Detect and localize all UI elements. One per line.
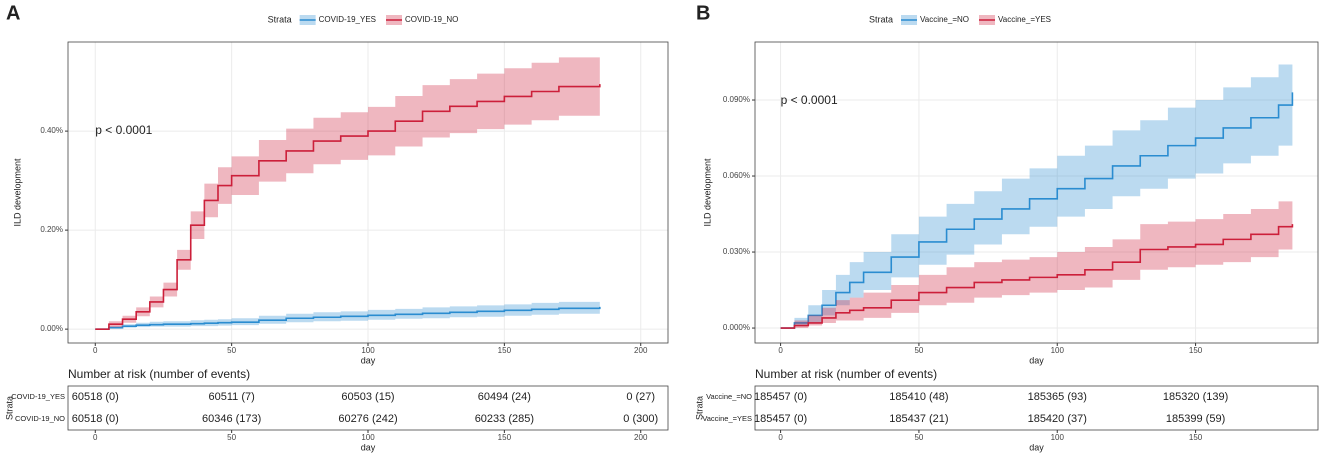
legend: Strata Vaccine_=NO Vaccine_=YES bbox=[869, 14, 1051, 25]
y-tick-label: 0.40% bbox=[40, 126, 63, 135]
confidence-band bbox=[780, 56, 1293, 329]
risk-x-tick-label: 50 bbox=[227, 433, 236, 442]
risk-x-tick-label: 50 bbox=[914, 433, 923, 442]
curve bbox=[95, 306, 601, 330]
risk-table-box bbox=[754, 385, 1319, 431]
legend-title: Strata bbox=[268, 14, 292, 24]
x-tick-label: 0 bbox=[93, 346, 98, 355]
legend-label: Vaccine_=YES bbox=[998, 15, 1051, 24]
risk-cell: 185410 (48) bbox=[889, 391, 948, 403]
y-tick-label: 0.030% bbox=[723, 247, 750, 256]
legend-key-band bbox=[299, 15, 316, 25]
x-tick-label: 50 bbox=[914, 346, 923, 355]
risk-x-tick-label: 150 bbox=[498, 433, 512, 442]
risk-cell: 185320 (139) bbox=[1163, 391, 1228, 403]
risk-row-label: Vaccine_=NO bbox=[706, 392, 752, 401]
y-tick-label: 0.000% bbox=[723, 323, 750, 332]
risk-x-tick-label: 200 bbox=[634, 433, 648, 442]
plot-border bbox=[754, 41, 1319, 344]
confidence-band bbox=[780, 198, 1293, 329]
x-tick-label: 0 bbox=[778, 346, 783, 355]
risk-cell: 60494 (24) bbox=[478, 391, 531, 403]
risk-x-tick-label: 150 bbox=[1189, 433, 1203, 442]
legend-title: Strata bbox=[869, 14, 893, 24]
risk-y-axis-title: Strata bbox=[4, 396, 14, 420]
x-axis-title: day bbox=[1029, 355, 1044, 365]
plot-border bbox=[67, 41, 669, 344]
legend-key-band bbox=[979, 15, 996, 25]
legend-label: Vaccine_=NO bbox=[920, 15, 969, 24]
risk-cell: 60346 (173) bbox=[202, 413, 261, 425]
x-axis-title: day bbox=[361, 355, 376, 365]
x-tick-label: 50 bbox=[227, 346, 236, 355]
y-tick-label: 0.00% bbox=[40, 324, 63, 333]
annotation: p < 0.0001 bbox=[95, 123, 152, 137]
risk-cell: 185457 (0) bbox=[754, 391, 807, 403]
risk-cell: 60276 (242) bbox=[338, 413, 397, 425]
curve bbox=[780, 224, 1294, 329]
risk-x-tick-label: 100 bbox=[361, 433, 375, 442]
legend-key-band bbox=[386, 15, 403, 25]
y-tick-label: 0.20% bbox=[40, 225, 63, 234]
risk-x-tick-label: 100 bbox=[1051, 433, 1065, 442]
risk-y-axis-title: Strata bbox=[694, 396, 704, 420]
legend-key-band bbox=[901, 15, 918, 25]
legend-label: COVID-19_NO bbox=[405, 15, 458, 24]
curve bbox=[780, 92, 1294, 329]
risk-cell: 60503 (15) bbox=[341, 391, 394, 403]
risk-cell: 185457 (0) bbox=[754, 413, 807, 425]
risk-row-label: COVID-19_NO bbox=[15, 414, 65, 423]
risk-x-tick-label: 0 bbox=[93, 433, 98, 442]
y-axis-title: ILD development bbox=[702, 158, 712, 227]
y-axis-title: ILD development bbox=[12, 158, 22, 227]
risk-x-axis-title: day bbox=[361, 442, 376, 452]
risk-x-tick-label: 0 bbox=[778, 433, 783, 442]
risk-cell: 60233 (285) bbox=[475, 413, 534, 425]
panel-label: B bbox=[696, 2, 710, 24]
annotation: p < 0.0001 bbox=[781, 93, 838, 107]
y-tick-label: 0.090% bbox=[723, 95, 750, 104]
risk-cell: 185437 (21) bbox=[889, 413, 948, 425]
risk-cell: 60518 (0) bbox=[72, 391, 119, 403]
panel-label: A bbox=[6, 2, 20, 24]
risk-cell: 0 (27) bbox=[626, 391, 655, 403]
risk-row-label: COVID-19_YES bbox=[11, 392, 65, 401]
legend: Strata COVID-19_YES COVID-19_NO bbox=[268, 14, 458, 25]
risk-x-axis-title: day bbox=[1029, 442, 1044, 452]
curve bbox=[95, 84, 601, 330]
risk-cell: 185399 (59) bbox=[1166, 413, 1225, 425]
risk-table-title: Number at risk (number of events) bbox=[755, 367, 937, 381]
x-tick-label: 200 bbox=[634, 346, 648, 355]
risk-table-title: Number at risk (number of events) bbox=[68, 367, 250, 381]
x-tick-label: 100 bbox=[361, 346, 375, 355]
legend-label: COVID-19_YES bbox=[319, 15, 376, 24]
x-tick-label: 150 bbox=[498, 346, 512, 355]
risk-cell: 185420 (37) bbox=[1028, 413, 1087, 425]
x-tick-label: 150 bbox=[1189, 346, 1203, 355]
risk-cell: 0 (300) bbox=[623, 413, 658, 425]
x-tick-label: 100 bbox=[1051, 346, 1065, 355]
y-tick-label: 0.060% bbox=[723, 171, 750, 180]
risk-cell: 185365 (93) bbox=[1028, 391, 1087, 403]
risk-row-label: Vaccine_=YES bbox=[702, 414, 752, 423]
risk-cell: 60511 (7) bbox=[208, 391, 254, 403]
confidence-band bbox=[95, 54, 600, 330]
risk-cell: 60518 (0) bbox=[72, 413, 119, 425]
